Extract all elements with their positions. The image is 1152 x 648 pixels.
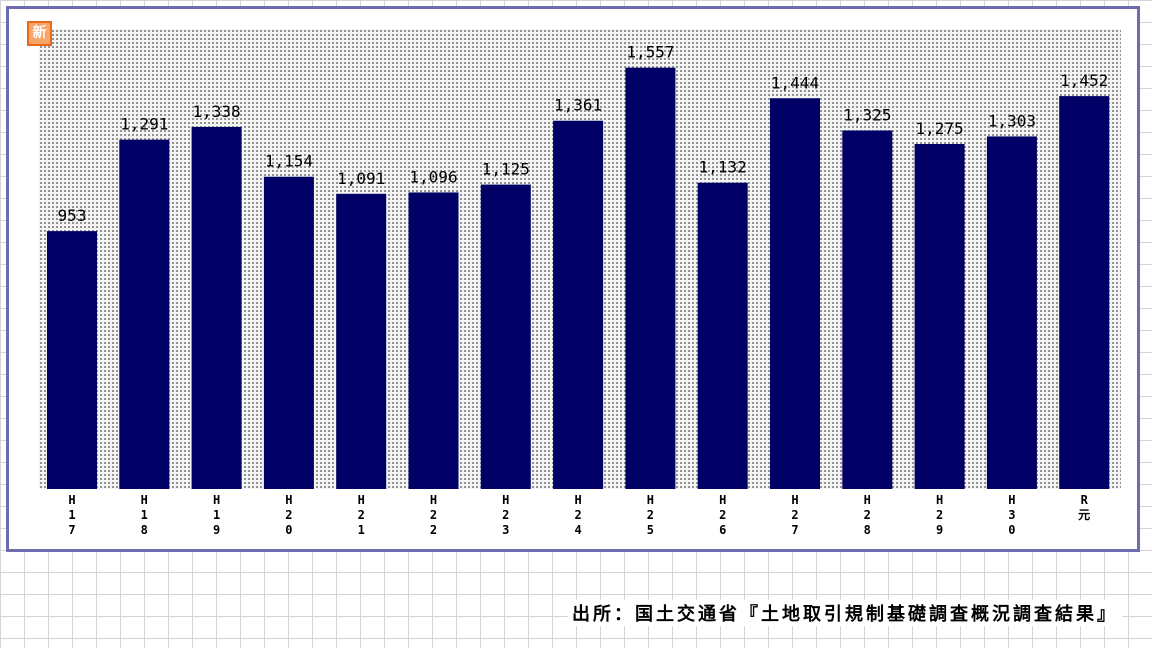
x-axis-labels: H 1 7 H 1 8 H 1 9 H 2 0 H 2 1 H 2 2 H 2 3 H 2 4… [39, 493, 1121, 553]
bar-9 [697, 182, 748, 489]
x-tick-label-5: H 2 2 [429, 493, 438, 537]
value-label-8: 1,557 [626, 43, 674, 62]
x-tick-label-1: H 1 8 [140, 493, 148, 537]
bar-7 [553, 120, 604, 490]
value-label-2: 1,338 [193, 102, 241, 121]
x-tick-label-6: H 2 3 [502, 493, 510, 537]
bar-10 [770, 98, 820, 489]
value-label-10: 1,444 [771, 73, 819, 92]
value-label-4: 1,091 [337, 169, 385, 188]
x-tick-label-12: H 2 9 [935, 493, 944, 537]
bar-14 [1059, 96, 1110, 489]
bar-5 [408, 192, 459, 489]
bar-3 [263, 176, 314, 489]
bar-chart: 953 1,291 1,338 1,154 1,091 1,096 1,125 1,361 1,… [47, 43, 1110, 490]
bar-6 [480, 184, 531, 489]
plot-area: 953 1,291 1,338 1,154 1,091 1,096 1,125 1,361 1,… [39, 29, 1121, 490]
x-tick-label-0: H 1 7 [68, 493, 76, 537]
value-label-5: 1,096 [409, 167, 457, 186]
value-label-9: 1,132 [699, 158, 747, 177]
value-label-13: 1,303 [988, 111, 1036, 130]
source-note: 出所：国土交通省『土地取引規制基礎調査概況調査結果』 [568, 600, 1122, 626]
bar-8 [625, 67, 676, 489]
x-tick-label-13: H 3 0 [1008, 493, 1016, 537]
value-label-7: 1,361 [554, 96, 602, 115]
value-label-1: 1,291 [120, 115, 168, 134]
x-tick-label-10: H 2 7 [791, 493, 799, 537]
new-badge: 新 [27, 21, 52, 46]
bar-12 [914, 144, 965, 489]
x-tick-label-3: H 2 0 [285, 493, 293, 537]
value-label-3: 1,154 [265, 152, 313, 171]
value-label-11: 1,325 [843, 105, 891, 124]
x-tick-label-4: H 2 1 [357, 493, 365, 537]
bar-4 [336, 193, 387, 489]
value-label-12: 1,275 [916, 119, 964, 138]
x-tick-label-14: R 元 [1078, 493, 1091, 522]
x-tick-label-8: H 2 5 [646, 493, 654, 537]
x-tick-label-11: H 2 8 [863, 493, 871, 537]
value-label-14: 1,452 [1060, 71, 1108, 90]
x-tick-label-9: H 2 6 [719, 493, 727, 537]
bar-2 [191, 126, 242, 489]
chart-frame: 953 1,291 1,338 1,154 1,091 1,096 1,125 1,361 1,… [6, 6, 1140, 552]
x-tick-label-7: H 2 4 [574, 493, 582, 537]
value-label-6: 1,125 [482, 160, 530, 179]
bar-0 [47, 231, 97, 490]
x-tick-label-2: H 1 9 [212, 493, 221, 537]
value-label-0: 953 [58, 206, 87, 225]
bar-13 [986, 136, 1037, 489]
bar-11 [842, 130, 893, 489]
bar-1 [119, 139, 170, 489]
